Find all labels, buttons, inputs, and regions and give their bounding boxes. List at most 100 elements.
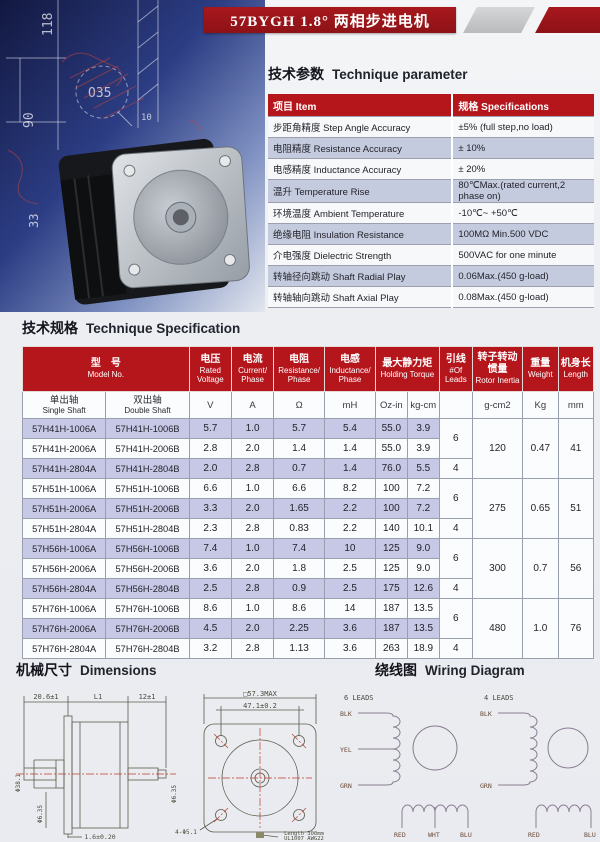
dimensions-heading: 机械尺寸 Dimensions (16, 660, 157, 680)
spec-row: 57H76H-2804A 57H76H-2804B 3.2 2.8 1.13 3.6 263… (21, 638, 594, 659)
spec-header-model: 型 号 Model No. (22, 346, 190, 392)
spec-cell-double: 57H76H-2006B (105, 618, 190, 639)
front-view-labels: □57.3MAX 47.1±0.2 4-Φ5.1 Length 300mm UL… (175, 690, 324, 840)
spec-header-row: 型 号 Model No. 电压 Rated Voltage 电流 Current/… (22, 346, 595, 392)
technique-parameter-table: 项目 Item 规格 Specifications 步距角精度 Step Ang… (268, 94, 594, 308)
param-row: 步距角精度 Step Angle Accuracy ±5% (full step,… (268, 116, 594, 138)
spec-cell-r: 0.83 (273, 518, 326, 539)
spec-cell-a: 2.8 (230, 578, 275, 599)
spec-cell-kgcm: 9.0 (406, 558, 440, 579)
spec-heading-en: Technique Specification (86, 321, 241, 336)
spec-cell-kgcm: 9.0 (406, 538, 440, 559)
spec-cell-ozin: 55.0 (374, 418, 408, 439)
spec-cell-len: 76 (557, 598, 595, 659)
svg-text:WHT: WHT (428, 831, 440, 839)
title-banner: 57BYGH 1.8° 两相步进电机 (204, 7, 456, 33)
spec-unit-a: A (230, 391, 275, 419)
spec-section-heading: 技术规格 Technique Specification (22, 318, 240, 338)
spec-cell-r: 1.13 (273, 638, 326, 659)
param-row: 温升 Temperature Rise 80℃Max.(rated current… (268, 179, 594, 203)
spec-cell-a: 2.8 (230, 458, 275, 479)
front-view-lines (199, 694, 317, 838)
spec-unit-v: V (188, 391, 232, 419)
svg-text:Length 300mm: Length 300mm (284, 831, 324, 837)
param-spec-cell: ± 20% (451, 158, 594, 180)
svg-text:BLK: BLK (480, 710, 492, 718)
spec-unit-gcm2: g-cm2 (471, 391, 524, 419)
svg-text:1.6±0.20: 1.6±0.20 (84, 833, 115, 840)
spec-cell-leads: 4 (438, 518, 473, 539)
param-item-cell: 步距角精度 Step Angle Accuracy (268, 116, 453, 138)
spec-cell-l: 2.2 (324, 518, 376, 539)
blueprint-numbers: 33 118 90 O35 10 (22, 13, 152, 228)
dimensions-heading-en: Dimensions (80, 663, 157, 678)
param-row: 转轴轴向跳动 Shaft Axial Play 0.08Max.(450 g-lo… (268, 286, 594, 308)
spec-row: 57H51H-1006A 57H51H-1006B 6.6 1.0 6.6 8.2 100 7… (21, 478, 595, 539)
spec-cell-leads: 6 (438, 538, 473, 579)
four-leads-diagram: 4 LEADS BLK GRN RED BLU (480, 694, 596, 839)
spec-cell-l: 2.5 (324, 558, 376, 579)
spec-cell-l: 10 (324, 538, 376, 559)
spec-cell-kgcm: 7.2 (406, 498, 440, 519)
param-spec-cell: 0.08Max.(450 g-load) (451, 286, 594, 308)
spec-cell-single: 57H41H-2006A (21, 438, 107, 459)
spec-row: 57H76H-1006A 57H76H-1006B 8.6 1.0 8.6 14 187 13… (21, 598, 595, 659)
wiring-heading-en: Wiring Diagram (425, 663, 525, 678)
six-leads-motor-circle (412, 725, 458, 771)
spec-cell-leads: 6 (438, 418, 473, 459)
spec-cell-a: 2.0 (230, 618, 275, 639)
spec-cell-ozin: 125 (374, 558, 408, 579)
spec-cell-len: 51 (557, 478, 595, 539)
spec-row: 57H56H-1006A 57H56H-1006B 7.4 1.0 7.4 10 125 9.… (21, 538, 595, 599)
spec-row: 57H41H-2804A 57H41H-2804B 2.0 2.8 0.7 1.4 76.0… (21, 458, 594, 479)
spec-cell-ozin: 175 (374, 578, 408, 599)
spec-cell-ozin: 55.0 (374, 438, 408, 459)
spec-cell-double: 57H41H-2006B (105, 438, 190, 459)
spec-header-voltage: 电压 Rated Voltage (188, 346, 232, 392)
svg-text:GRN: GRN (480, 782, 492, 790)
svg-text:□57.3MAX: □57.3MAX (243, 690, 278, 698)
spec-cell-ozin: 140 (374, 518, 408, 539)
spec-cell-a: 1.0 (230, 538, 275, 559)
param-item-cell: 转轴轴向跳动 Shaft Axial Play (268, 286, 453, 308)
spec-cell-v: 3.3 (188, 498, 232, 519)
spec-cell-weight: 0.65 (522, 478, 559, 539)
spec-cell-inertia: 300 (471, 538, 524, 599)
spec-cell-weight: 0.7 (522, 538, 559, 599)
spec-cell-single: 57H51H-1006A (21, 478, 107, 499)
side-view-lines (23, 696, 167, 838)
spec-cell-r: 6.6 (273, 478, 326, 499)
spec-cell-kgcm: 5.5 (406, 458, 440, 479)
param-header-item: 项目 Item (268, 94, 453, 117)
spec-unit-row: 单出轴 Single Shaft 双出轴 Double Shaft V A Ω mH… (21, 391, 595, 419)
spec-cell-single: 57H51H-2006A (21, 498, 107, 519)
spec-cell-single: 57H41H-1006A (21, 418, 107, 439)
six-leads-diagram: 6 LEADS BLK YEL GRN RED WHT BLU (340, 694, 472, 839)
spec-cell-ozin: 125 (374, 538, 408, 559)
spec-cell-single: 57H76H-2804A (21, 638, 107, 659)
spec-cell-r: 0.7 (273, 458, 326, 479)
spec-cell-ozin: 76.0 (374, 458, 408, 479)
svg-text:90: 90 (22, 112, 37, 128)
svg-text:4-Φ5.1: 4-Φ5.1 (175, 829, 197, 836)
six-leads-coil-a (358, 712, 401, 786)
lead-exit-tab (256, 832, 264, 838)
spec-cell-v: 3.2 (188, 638, 232, 659)
spec-cell-a: 2.0 (230, 438, 275, 459)
spec-unit-ohm: Ω (273, 391, 326, 419)
spec-cell-single: 57H56H-2804A (21, 578, 107, 599)
spec-cell-l: 2.2 (324, 498, 376, 519)
param-spec-cell: -10℃~ +50℃ (451, 202, 594, 224)
svg-text:33: 33 (27, 214, 41, 228)
spec-cell-r: 1.8 (273, 558, 326, 579)
spec-cell-a: 2.8 (230, 518, 275, 539)
spec-cell-kgcm: 13.5 (406, 598, 440, 619)
spec-cell-len: 41 (557, 418, 595, 479)
spec-cell-inertia: 480 (471, 598, 524, 659)
banner-stripe-red (535, 7, 600, 33)
param-row: 介电强度 Dielectric Strength 500VAC for one m… (268, 244, 594, 266)
spec-cell-leads: 6 (438, 478, 473, 519)
spec-header-torque: 最大静力矩 Holding Torque (374, 346, 440, 392)
svg-text:12±1: 12±1 (139, 693, 156, 701)
spec-cell-l: 14 (324, 598, 376, 619)
